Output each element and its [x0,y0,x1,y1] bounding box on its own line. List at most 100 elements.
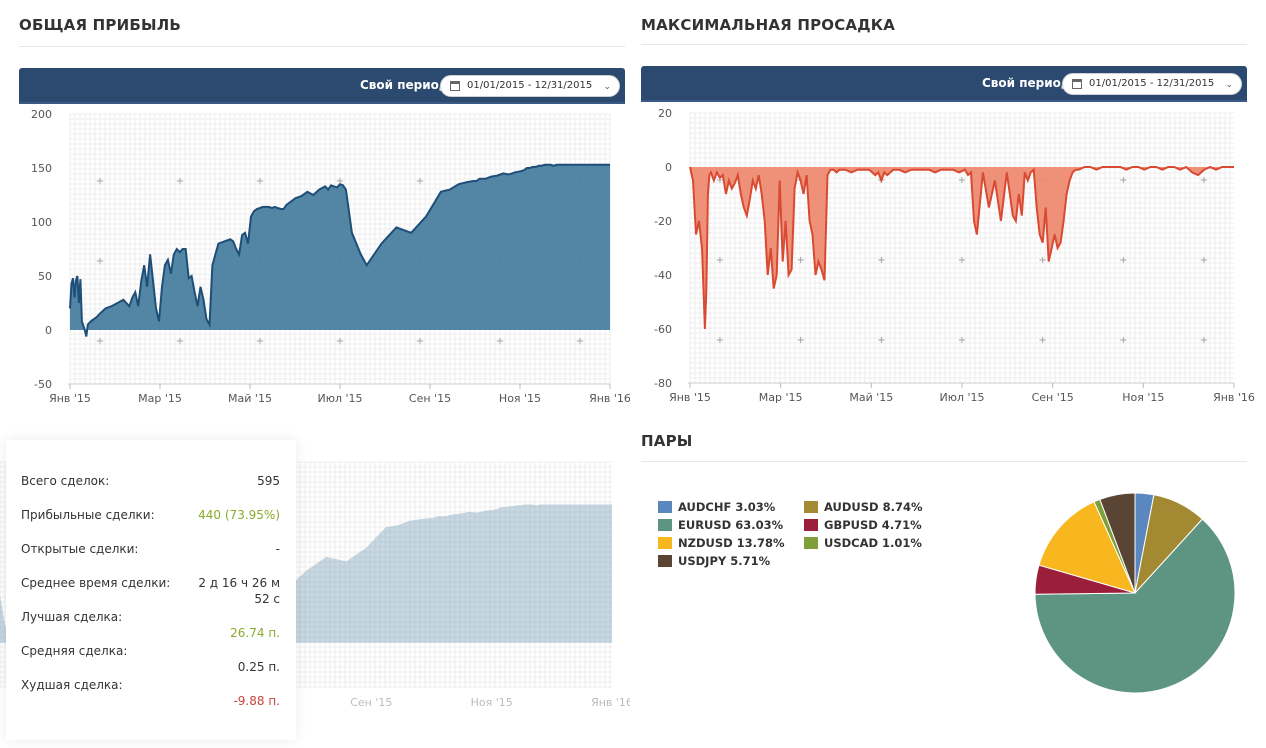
grid-marker: + [1200,335,1208,346]
stat-value: 2 д 16 ч 26 м [198,576,280,590]
profit-title: ОБЩАЯ ПРИБЫЛЬ [19,16,182,34]
stat-value: 0.25 п. [237,660,280,674]
grid-marker: + [256,336,264,347]
legend-item-audusd[interactable]: AUDUSD 8.74% [804,500,923,514]
grid-marker: + [96,256,104,267]
grid-marker: + [496,336,504,347]
grid-marker: + [176,336,184,347]
drawdown-period-label: Свой период: [982,76,1076,90]
stat-value: -9.88 п. [233,694,280,708]
legend-label: EURUSD 63.03% [678,518,784,532]
stat-value-line-2: 52 с [254,592,280,606]
profit-chart: +++++++++++++++++++++-50050100150200Янв … [31,108,630,405]
series-line [69,163,610,337]
y-tick-label: 100 [31,216,52,229]
grid-marker: + [336,336,344,347]
x-tick-label: Май '15 [849,391,893,404]
stat-label: Худшая сделка: [21,678,123,692]
y-tick-label: 0 [665,161,672,174]
x-tick-label: Янв '16 [591,696,630,709]
legend-label: USDCAD 1.01% [824,536,922,550]
x-tick-label: Янв '16 [1213,391,1255,404]
legend-swatch [658,501,672,513]
x-tick-label: Янв '16 [589,392,630,405]
grid-marker: + [716,335,724,346]
grid-marker: + [958,175,966,186]
area-fill [70,164,610,337]
drawdown-period-bar: Свой период: 01/01/2015 - 12/31/2015 ⌄ [641,66,1247,102]
legend-item-usdcad[interactable]: USDCAD 1.01% [804,536,922,550]
stat-value: 595 [257,474,280,488]
pie-slice-eurusd [1034,518,1236,694]
x-tick-label: Июл '15 [939,391,984,404]
pairs-pie-chart [1034,492,1236,694]
stat-label: Лучшая сделка: [21,610,123,624]
legend-swatch [804,519,818,531]
y-tick-label: 50 [38,270,52,283]
y-tick-label: 20 [658,107,672,120]
stat-label: Открытые сделки: [21,542,139,556]
chevron-down-icon: ⌄ [1225,80,1233,90]
x-tick-label: Сен '15 [1032,391,1074,404]
stat-value: 26.74 п. [230,626,280,640]
y-tick-label: 200 [31,108,52,121]
x-tick-label: Ноя '15 [471,696,513,709]
profit-period-label: Свой период: [360,78,454,92]
y-tick-label: -60 [654,323,672,336]
grid-marker: + [416,336,424,347]
grid-marker: + [877,335,885,346]
pairs-title: ПАРЫ [641,432,693,450]
plot-area: +++++++++++++++++++++ [689,112,1234,384]
y-tick-label: -40 [654,269,672,282]
grid-marker: + [176,176,184,187]
pairs-title-divider [641,461,1247,462]
grid-marker: + [877,255,885,266]
profit-period-bar: Свой период: 01/01/2015 - 12/31/2015 ⌄ [19,68,625,104]
x-tick-label: Май '15 [228,392,272,405]
legend-item-eurusd[interactable]: EURUSD 63.03% [658,518,783,532]
stat-label: Среднее время сделки: [21,576,171,590]
legend-swatch [804,501,818,513]
x-tick-label: Янв '15 [669,391,711,404]
grid-marker: + [1119,175,1127,186]
stat-value: 440 (73.95%) [198,508,280,522]
y-tick-label: -50 [34,378,52,391]
legend-item-nzdusd[interactable]: NZDUSD 13.78% [658,536,785,550]
grid-marker: + [1119,335,1127,346]
legend-item-usdjpy[interactable]: USDJPY 5.71% [658,554,770,568]
drawdown-date-range-picker[interactable]: 01/01/2015 - 12/31/2015 ⌄ [1062,73,1242,95]
calendar-icon [1072,79,1082,89]
stat-label: Средняя сделка: [21,644,128,658]
stat-label: Всего сделок: [21,474,110,488]
y-tick-label: -20 [654,215,672,228]
x-tick-label: Янв '15 [49,392,91,405]
grid-marker: + [796,335,804,346]
drawdown-date-range-value: 01/01/2015 - 12/31/2015 [1089,78,1215,89]
legend-label: USDJPY 5.71% [678,554,771,568]
y-tick-label: -80 [654,377,672,390]
drawdown-chart: +++++++++++++++++++++-80-60-40-20020Янв … [654,107,1255,404]
stat-label: Прибыльные сделки: [21,508,155,522]
y-tick-label: 0 [45,324,52,337]
grid-marker: + [96,336,104,347]
x-tick-label: Сен '15 [350,696,392,709]
legend-swatch [658,519,672,531]
grid-marker: + [716,175,724,186]
trade-stats-card: Всего сделок: 595 Прибыльные сделки: 440… [6,440,296,740]
legend-item-audchf[interactable]: AUDCHF 3.03% [658,500,775,514]
x-tick-label: Сен '15 [409,392,451,405]
legend-item-gbpusd[interactable]: GBPUSD 4.71% [804,518,922,532]
drawdown-title-divider [641,44,1247,45]
x-tick-label: Мар '15 [138,392,182,405]
profit-date-range-picker[interactable]: 01/01/2015 - 12/31/2015 ⌄ [440,75,620,97]
profit-date-range-value: 01/01/2015 - 12/31/2015 [467,80,593,91]
pie-slice-nzdusd [1038,501,1136,594]
grid-marker: + [958,335,966,346]
legend-label: GBPUSD 4.71% [824,518,922,532]
grid-marker: + [1038,255,1046,266]
grid-marker: + [336,176,344,187]
legend-swatch [804,537,818,549]
grid-marker: + [416,176,424,187]
chevron-down-icon: ⌄ [603,82,611,92]
x-tick-label: Ноя '15 [499,392,541,405]
